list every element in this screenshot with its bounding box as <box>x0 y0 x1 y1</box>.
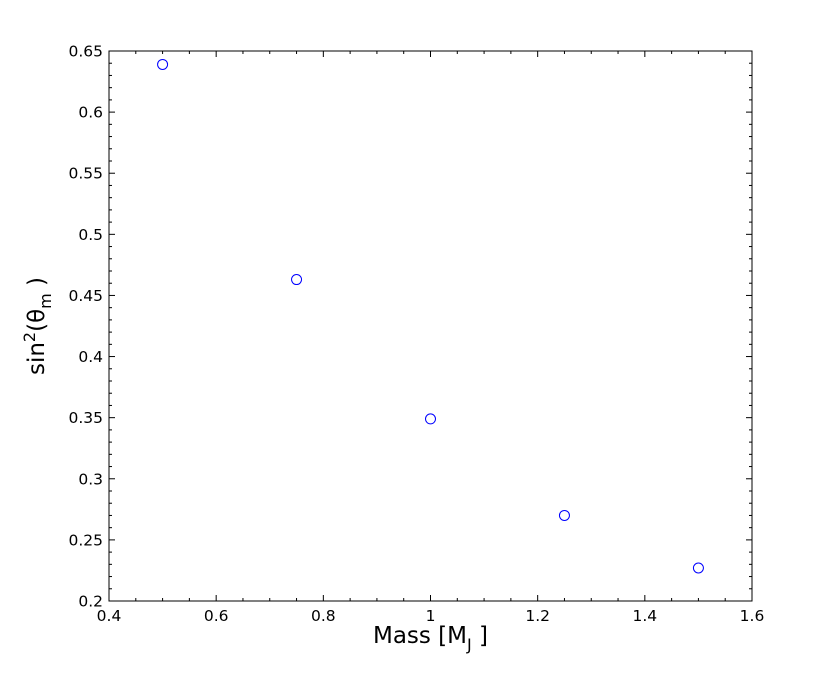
y-axis-label-middle: (θ <box>24 309 50 332</box>
y-tick-label: 0.5 <box>78 226 103 244</box>
plot-frame <box>108 50 753 602</box>
x-axis-label-subscript: J <box>466 635 472 654</box>
x-axis-label-suffix: ] <box>472 623 488 649</box>
y-tick-label: 0.6 <box>78 104 103 122</box>
data-point <box>692 562 704 574</box>
y-axis-label-suffix: ) <box>24 277 50 293</box>
data-points <box>157 58 704 574</box>
y-tick-label: 0.45 <box>68 287 103 305</box>
y-tick-label: 0.2 <box>78 593 103 611</box>
x-axis-label-main: Mass [M <box>373 623 467 649</box>
y-axis-label: sin2(θm ) <box>20 277 55 375</box>
data-point <box>291 274 303 286</box>
x-tick-label: 0.8 <box>311 607 336 625</box>
y-tick-label: 0.25 <box>68 531 103 549</box>
y-tick-label: 0.65 <box>68 43 103 61</box>
x-tick-label: 0.6 <box>204 607 229 625</box>
data-point <box>157 58 169 70</box>
y-tick-label: 0.35 <box>68 409 103 427</box>
x-tick-label: 1.2 <box>525 607 550 625</box>
x-axis-label: Mass [MJ ] <box>373 623 488 654</box>
axis-ticks <box>108 50 753 602</box>
data-point <box>425 413 436 425</box>
y-axis-label-subscript: m <box>36 293 55 309</box>
y-tick-label: 0.3 <box>78 470 103 488</box>
x-tick-label: 0.4 <box>97 607 122 625</box>
x-tick-label: 1.4 <box>633 607 658 625</box>
y-tick-label: 0.55 <box>68 165 103 183</box>
tick-labels: 0.4 0.6 0.8 1 1.2 1.4 1.6 0.2 0.25 0.3 0.35 0.4 0.45… <box>68 43 764 626</box>
data-point <box>558 509 570 521</box>
y-axis-label-prefix: sin <box>24 342 50 375</box>
y-tick-label: 0.4 <box>78 348 103 366</box>
y-axis-label-superscript: 2 <box>20 332 39 342</box>
x-tick-label: 1 <box>426 607 436 625</box>
x-tick-label: 1.6 <box>740 607 765 625</box>
